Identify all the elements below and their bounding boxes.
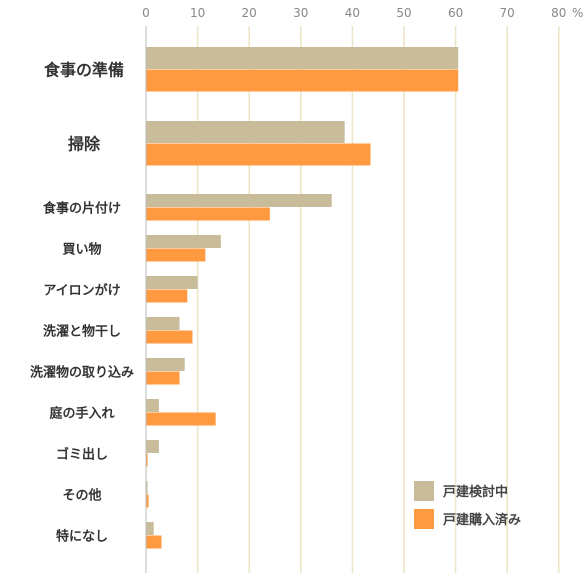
bar-considering-8 [146, 440, 159, 453]
bar-considering-4 [146, 276, 198, 289]
legend-label-1: 戸建購入済み [443, 512, 521, 528]
bar-considering-9 [146, 481, 148, 494]
category-label-10: 特になし [56, 529, 108, 545]
bar-considering-3 [146, 235, 221, 248]
tick-label-40: 40 [345, 6, 360, 20]
bar-considering-5 [146, 317, 180, 330]
category-label-0: 食事の準備 [43, 61, 124, 80]
category-label-4: アイロンがけ [43, 283, 120, 299]
bar-purchased-3 [146, 248, 206, 262]
bar-purchased-7 [146, 412, 216, 426]
unit-label: % [572, 6, 583, 20]
bar-purchased-6 [146, 371, 180, 385]
bar-purchased-0 [146, 69, 459, 92]
category-label-6: 洗濯物の取り込み [30, 365, 134, 381]
tick-label-50: 50 [396, 6, 411, 20]
x-axis-ticks: 0 10 20 30 40 50 60 70 80 [142, 6, 566, 20]
legend-swatch-0 [414, 481, 434, 501]
gridlines [196, 26, 560, 573]
category-label-5: 洗濯と物干し [43, 324, 121, 340]
bar-considering-6 [146, 358, 185, 371]
category-label-3: 買い物 [62, 242, 101, 258]
bar-purchased-2 [146, 207, 270, 221]
legend-swatch-1 [414, 509, 434, 529]
category-label-2: 食事の片付け [43, 201, 121, 217]
tick-label-30: 30 [293, 6, 308, 20]
bar-purchased-5 [146, 330, 193, 344]
tick-label-20: 20 [242, 6, 257, 20]
bar-considering-1 [146, 121, 345, 143]
bar-considering-2 [146, 194, 332, 207]
bar-considering-7 [146, 399, 159, 412]
tick-label-0: 0 [142, 6, 150, 20]
bar-purchased-10 [146, 535, 162, 549]
category-labels: 食事の準備掃除食事の片付け買い物アイロンがけ洗濯と物干し洗濯物の取り込み庭の手入… [30, 61, 134, 545]
tick-label-80: 80 [551, 6, 566, 20]
bar-purchased-1 [146, 143, 371, 166]
legend-label-0: 戸建検討中 [443, 484, 508, 500]
bar-purchased-9 [146, 494, 149, 508]
category-label-9: その他 [62, 488, 101, 504]
bars [146, 47, 459, 549]
category-label-7: 庭の手入れ [49, 406, 114, 422]
bar-purchased-8 [146, 453, 148, 467]
bar-considering-0 [146, 47, 459, 69]
tick-label-70: 70 [500, 6, 515, 20]
category-label-1: 掃除 [68, 135, 101, 154]
bar-considering-10 [146, 522, 154, 535]
tick-label-60: 60 [448, 6, 463, 20]
bar-purchased-4 [146, 289, 188, 303]
tick-label-10: 10 [190, 6, 205, 20]
category-label-8: ゴミ出し [56, 447, 108, 463]
